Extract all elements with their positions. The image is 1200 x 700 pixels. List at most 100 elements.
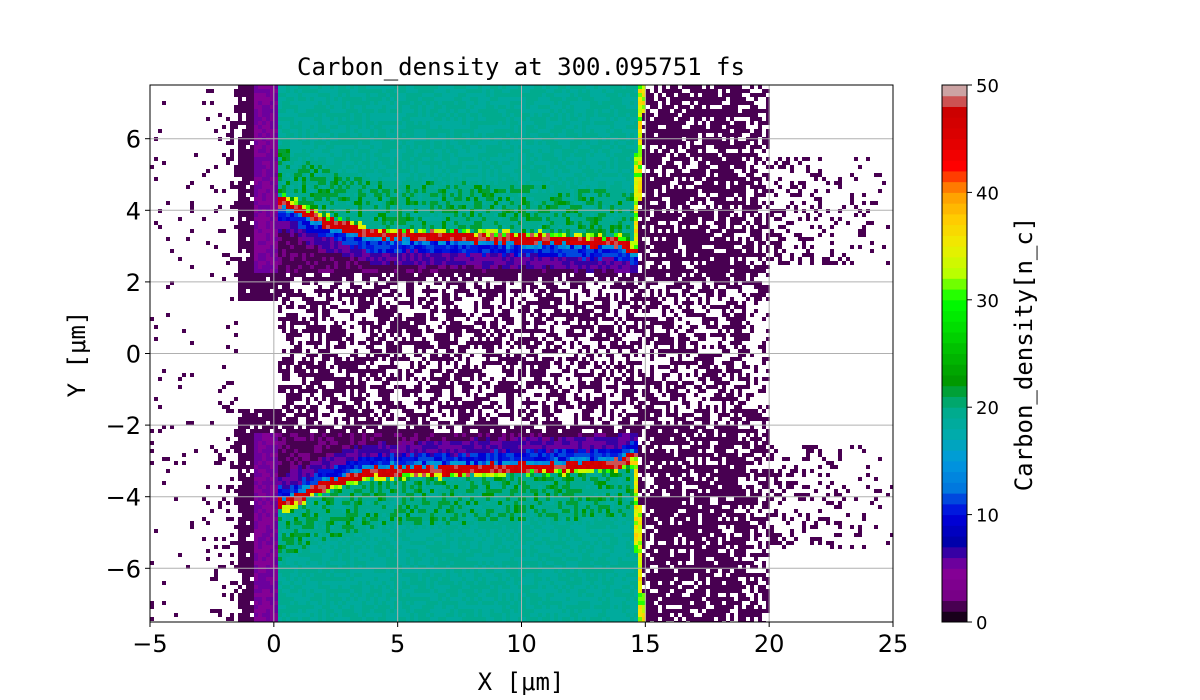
heatmap-cell xyxy=(526,109,530,113)
heatmap-cell xyxy=(518,117,522,121)
heatmap-cell xyxy=(322,117,326,121)
heatmap-cell xyxy=(566,197,570,201)
heatmap-cell xyxy=(238,101,242,105)
heatmap-cell xyxy=(338,181,342,185)
heatmap-cell xyxy=(878,189,882,193)
heatmap-cell xyxy=(534,109,538,113)
heatmap-cell xyxy=(234,205,238,209)
heatmap-cell xyxy=(514,85,518,89)
heatmap-cell xyxy=(570,213,574,217)
heatmap-cell xyxy=(654,205,658,209)
heatmap-cell xyxy=(534,185,538,189)
heatmap-cell xyxy=(498,189,502,193)
heatmap-cell xyxy=(274,125,278,129)
heatmap-cell xyxy=(506,209,510,213)
heatmap-cell xyxy=(730,85,734,89)
heatmap-cell xyxy=(742,141,746,145)
heatmap-cell xyxy=(346,205,350,209)
heatmap-cell xyxy=(550,117,554,121)
heatmap-cell xyxy=(362,125,366,129)
heatmap-cell xyxy=(486,181,490,185)
heatmap-cell xyxy=(290,117,294,121)
heatmap-cell xyxy=(470,213,474,217)
heatmap-cell xyxy=(274,145,278,149)
heatmap-cell xyxy=(326,165,330,169)
heatmap-cell xyxy=(598,213,602,217)
heatmap-cell xyxy=(502,189,506,193)
heatmap-cell xyxy=(694,121,698,125)
heatmap-cell xyxy=(530,109,534,113)
heatmap-cell xyxy=(578,189,582,193)
heatmap-cell xyxy=(334,197,338,201)
heatmap-cell xyxy=(278,101,282,105)
heatmap-cell xyxy=(654,121,658,125)
heatmap-cell xyxy=(426,217,430,221)
heatmap-cell xyxy=(362,109,366,113)
heatmap-cell xyxy=(322,185,326,189)
heatmap-cell xyxy=(526,237,530,241)
heatmap-cell xyxy=(234,125,238,129)
heatmap-cell xyxy=(290,221,294,225)
heatmap-cell xyxy=(290,205,294,209)
heatmap-cell xyxy=(266,165,270,169)
heatmap-cell xyxy=(346,89,350,93)
heatmap-cell xyxy=(750,85,754,89)
heatmap-cell xyxy=(322,161,326,165)
heatmap-cell xyxy=(354,157,358,161)
heatmap-cell xyxy=(254,89,258,93)
heatmap-cell xyxy=(406,197,410,201)
heatmap-cell xyxy=(366,145,370,149)
heatmap-cell xyxy=(426,121,430,125)
heatmap-cell xyxy=(530,185,534,189)
heatmap-cell xyxy=(154,177,158,181)
heatmap-cell xyxy=(294,125,298,129)
heatmap-cell xyxy=(338,209,342,213)
heatmap-cell xyxy=(434,113,438,117)
heatmap-cell xyxy=(566,145,570,149)
heatmap-cell xyxy=(318,149,322,153)
heatmap-cell xyxy=(274,117,278,121)
heatmap-cell xyxy=(270,225,274,229)
heatmap-cell xyxy=(470,225,474,229)
heatmap-cell xyxy=(270,105,274,109)
heatmap-cell xyxy=(358,213,362,217)
heatmap-cell xyxy=(370,173,374,177)
heatmap-cell xyxy=(602,133,606,137)
heatmap-cell xyxy=(722,141,726,145)
heatmap-cell xyxy=(594,113,598,117)
heatmap-cell xyxy=(338,185,342,189)
heatmap-cell xyxy=(378,185,382,189)
heatmap-cell xyxy=(418,213,422,217)
heatmap-cell xyxy=(590,181,594,185)
heatmap-cell xyxy=(350,125,354,129)
heatmap-cell xyxy=(730,185,734,189)
heatmap-cell xyxy=(526,229,530,233)
heatmap-cell xyxy=(398,197,402,201)
heatmap-cell xyxy=(506,213,510,217)
heatmap-cell xyxy=(534,169,538,173)
heatmap-cell xyxy=(734,185,738,189)
heatmap-cell xyxy=(482,157,486,161)
heatmap-cell xyxy=(650,237,654,241)
heatmap-cell xyxy=(562,173,566,177)
heatmap-cell xyxy=(342,185,346,189)
heatmap-cell xyxy=(274,89,278,93)
heatmap-cell xyxy=(550,85,554,89)
heatmap-cell xyxy=(562,153,566,157)
heatmap-cell xyxy=(634,209,638,213)
heatmap-cell xyxy=(434,213,438,217)
heatmap-cell xyxy=(338,153,342,157)
heatmap-cell xyxy=(334,121,338,125)
heatmap-cell xyxy=(226,133,230,137)
heatmap-cell xyxy=(682,233,686,237)
heatmap-cell xyxy=(258,173,262,177)
heatmap-cell xyxy=(370,197,374,201)
heatmap-cell xyxy=(618,141,622,145)
heatmap-cell xyxy=(490,141,494,145)
heatmap-cell xyxy=(374,225,378,229)
heatmap-cell xyxy=(582,153,586,157)
heatmap-cell xyxy=(750,145,754,149)
heatmap-cell xyxy=(450,201,454,205)
heatmap-cell xyxy=(402,217,406,221)
heatmap-cell xyxy=(434,89,438,93)
